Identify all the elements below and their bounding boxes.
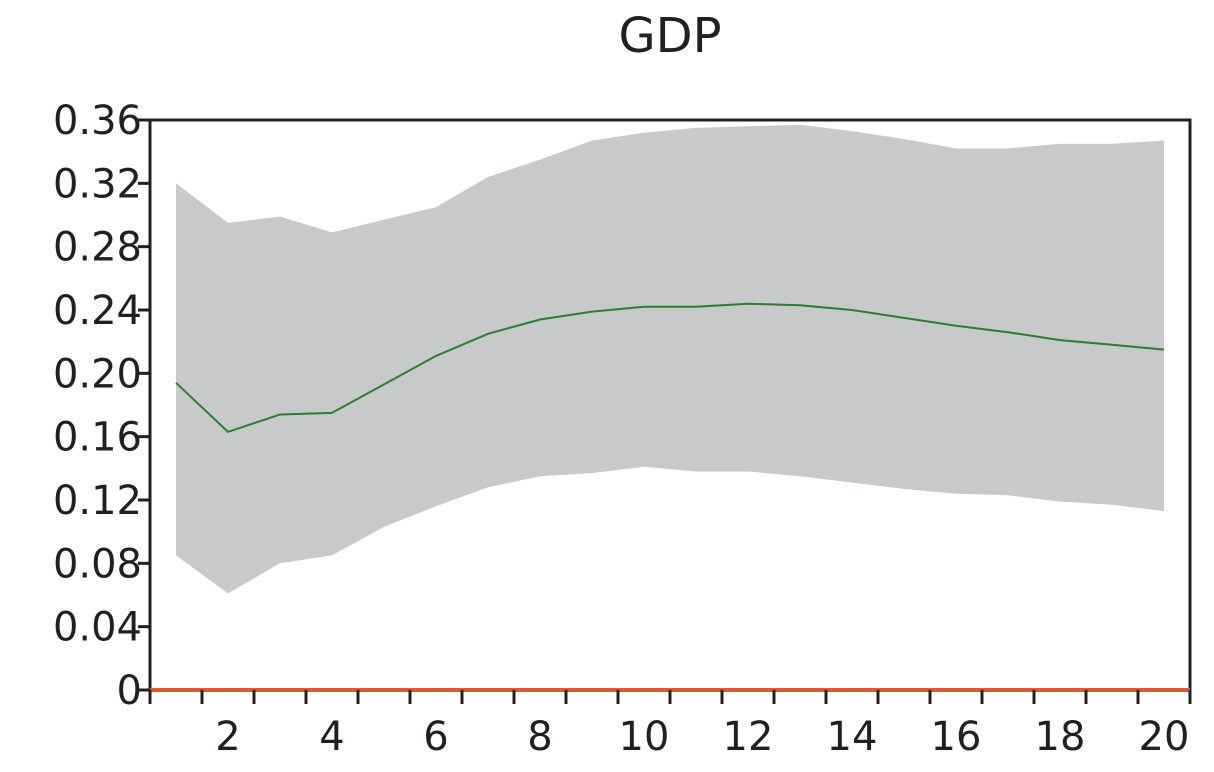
- y-tick-label: 0.32: [53, 161, 142, 207]
- x-tick-label: 16: [931, 714, 982, 760]
- x-tick-label: 14: [827, 714, 878, 760]
- y-tick-label: 0.16: [53, 415, 142, 461]
- confidence-band: [176, 124, 1164, 594]
- y-tick-label: 0.20: [53, 351, 142, 397]
- x-tick-label: 18: [1035, 714, 1086, 760]
- x-tick-label: 2: [215, 714, 240, 760]
- x-tick-label: 8: [527, 714, 552, 760]
- x-axis-ticks: 2 4 6 8 10 12 14 16 18 20: [148, 690, 1192, 760]
- y-axis-ticks: 0 0.04 0.08 0.12 0.16 0.20 0.24 0.28 0.32 0.36: [53, 98, 150, 714]
- x-tick-label: 6: [423, 714, 448, 760]
- chart-title: GDP: [618, 8, 721, 64]
- median-line-layer: [175, 302, 1165, 434]
- y-tick-label: 0.24: [53, 288, 142, 334]
- x-tick-label: 12: [723, 714, 774, 760]
- y-tick-label: 0.28: [53, 225, 142, 271]
- y-tick-label: 0.12: [53, 478, 142, 524]
- y-tick-label: 0.36: [53, 98, 142, 144]
- confidence-band-layer: [176, 124, 1164, 594]
- x-tick-label: 10: [619, 714, 670, 760]
- y-tick-label: 0.08: [53, 541, 142, 587]
- x-tick-label: 20: [1139, 714, 1190, 760]
- x-tick-label: 4: [319, 714, 344, 760]
- median-line: [175, 302, 1165, 434]
- y-tick-label: 0: [117, 668, 142, 714]
- y-tick-label: 0.04: [53, 605, 142, 651]
